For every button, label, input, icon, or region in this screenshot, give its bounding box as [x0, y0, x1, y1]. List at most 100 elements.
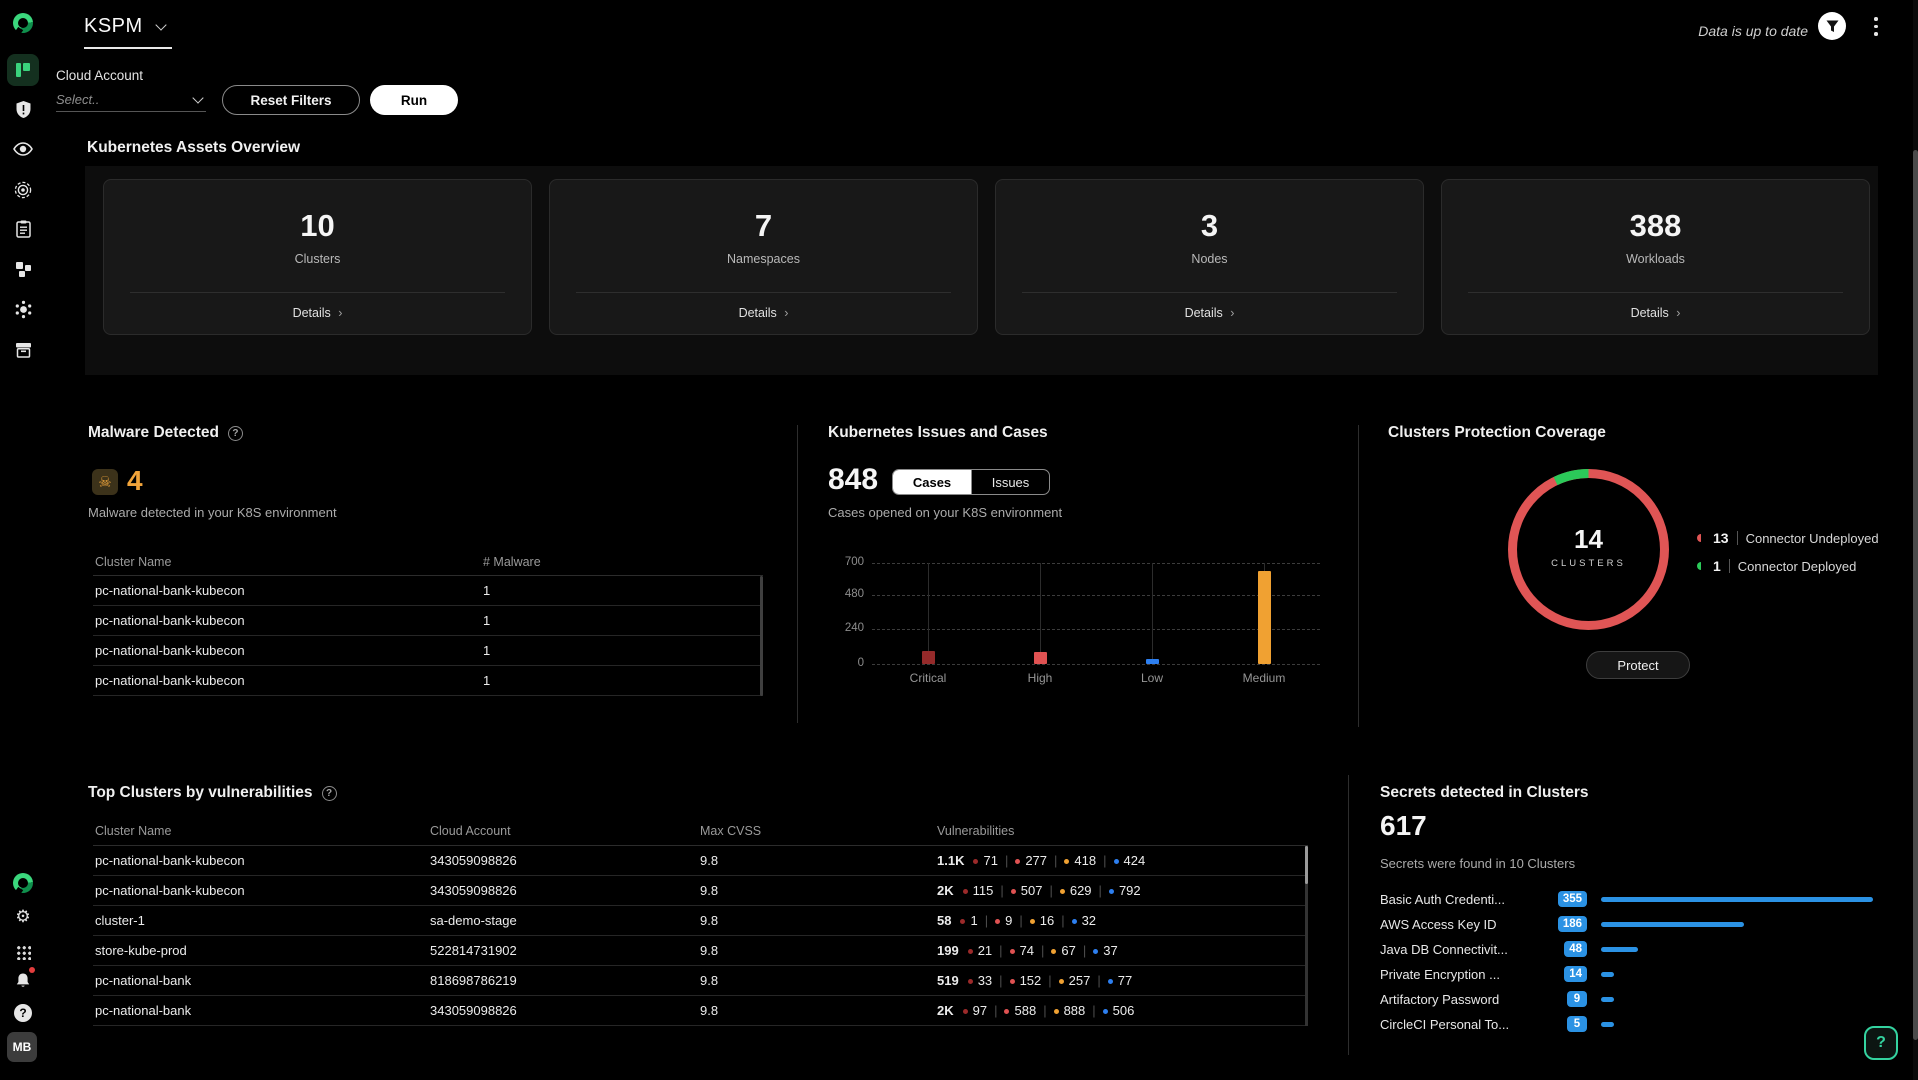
- secret-badge-box: 5: [1535, 1016, 1587, 1032]
- cell-malware-count: 1: [483, 613, 491, 628]
- cell-cloud-account: 522814731902: [430, 943, 517, 958]
- sidebar-brand-bottom[interactable]: [12, 872, 34, 894]
- severity-separator: |: [1098, 883, 1102, 898]
- sidebar-item-visibility[interactable]: [12, 138, 34, 160]
- cell-cluster-name: pc-national-bank-kubecon: [95, 643, 245, 658]
- malware-table-row[interactable]: pc-national-bank-kubecon 1: [93, 666, 763, 696]
- sidebar-help[interactable]: ?: [12, 1002, 34, 1024]
- cell-cluster-name: store-kube-prod: [95, 943, 187, 958]
- secret-bar: [1601, 1021, 1614, 1027]
- severity-count-low: 77: [1117, 973, 1133, 988]
- clusters-table-row[interactable]: cluster-1 sa-demo-stage 9.8 58 1 | 9 | 16 | 32: [93, 906, 1308, 936]
- severity-separator: |: [1019, 913, 1023, 928]
- sidebar-item-target[interactable]: [12, 179, 34, 201]
- asset-card-namespaces: 7 Namespaces Details ›: [549, 179, 978, 335]
- overflow-menu-button[interactable]: [1874, 17, 1878, 37]
- sidebar-item-report[interactable]: [12, 218, 34, 240]
- cloud-account-select[interactable]: Select..: [56, 88, 206, 112]
- severity-dot-high: [1015, 858, 1021, 864]
- details-link[interactable]: Details ›: [1184, 306, 1235, 320]
- severity-separator: |: [1043, 1003, 1047, 1018]
- severity-count-critical: 97: [972, 1003, 988, 1018]
- cell-cluster-name: pc-national-bank-kubecon: [95, 583, 245, 598]
- global-filter-button[interactable]: [1818, 12, 1846, 40]
- sidebar-settings[interactable]: ⚙: [12, 905, 34, 927]
- secret-count-badge: 355: [1557, 891, 1587, 907]
- details-link[interactable]: Details ›: [1630, 306, 1681, 320]
- top-clusters-table: Cluster Name Cloud Account Max CVSS Vuln…: [93, 818, 1308, 1026]
- secret-item[interactable]: AWS Access Key ID 186: [1380, 913, 1878, 935]
- cell-vulnerabilities: 519 33 | 152 | 257 | 77: [937, 973, 1132, 988]
- page-scrollbar-thumb[interactable]: [1913, 150, 1918, 1040]
- secret-item[interactable]: Basic Auth Credenti... 355: [1380, 888, 1878, 910]
- donut-center-label: CLUSTERS: [1551, 558, 1626, 569]
- severity-separator: |: [1000, 883, 1004, 898]
- help-fab-button[interactable]: ?: [1864, 1026, 1898, 1060]
- clusters-table-row[interactable]: pc-national-bank 343059098826 9.8 2K 97 | 588 |…: [93, 996, 1308, 1026]
- sidebar-item-clusters[interactable]: [12, 298, 34, 320]
- severity-separator: |: [1097, 973, 1101, 988]
- notification-dot: [29, 967, 35, 973]
- help-circle-icon[interactable]: ?: [227, 426, 243, 441]
- vuln-total: 2K: [937, 1003, 954, 1018]
- cases-issues-toggle: Cases Issues: [892, 469, 1050, 495]
- secret-count-badge: 186: [1557, 916, 1587, 932]
- malware-table-row[interactable]: pc-national-bank-kubecon 1: [93, 606, 763, 636]
- help-circle-icon[interactable]: ?: [321, 786, 337, 801]
- severity-count-medium: 888: [1063, 1003, 1086, 1018]
- protect-button[interactable]: Protect: [1586, 651, 1690, 679]
- malware-count: 4: [127, 465, 143, 496]
- secret-item[interactable]: Artifactory Password 9: [1380, 988, 1878, 1010]
- run-button[interactable]: Run: [370, 85, 458, 115]
- sidebar-item-assets[interactable]: [12, 258, 34, 280]
- data-status: Data is up to date: [1698, 23, 1808, 39]
- clusters-table-row[interactable]: pc-national-bank-kubecon 343059098826 9.8 1…: [93, 846, 1308, 876]
- severity-count-critical: 115: [972, 883, 994, 898]
- secret-count-badge: 5: [1567, 1016, 1587, 1032]
- card-divider: [576, 292, 951, 293]
- malware-table-row[interactable]: pc-national-bank-kubecon 1: [93, 576, 763, 606]
- secret-label: Private Encryption ...: [1380, 966, 1500, 982]
- secret-item[interactable]: Private Encryption ... 14: [1380, 963, 1878, 985]
- severity-separator: |: [1061, 913, 1065, 928]
- malware-title: Malware Detected?: [88, 424, 243, 442]
- tab-issues[interactable]: Issues: [971, 470, 1049, 494]
- vuln-total: 58: [937, 913, 952, 928]
- avatar[interactable]: MB: [7, 1032, 37, 1062]
- chart-xtick-label: High: [1027, 671, 1053, 685]
- reset-filters-button[interactable]: Reset Filters: [222, 85, 360, 115]
- cell-cluster-name: pc-national-bank-kubecon: [95, 883, 245, 898]
- blocks-icon: [15, 261, 31, 277]
- severity-dot-critical: [967, 978, 973, 984]
- apps-grid-icon: [15, 944, 31, 960]
- table-scrollbar[interactable]: [760, 576, 763, 696]
- severity-dot-high: [1010, 888, 1016, 894]
- gear-icon: ⚙: [15, 906, 31, 926]
- sidebar-item-shield-alert[interactable]: [12, 98, 34, 120]
- sidebar-apps[interactable]: [12, 941, 34, 963]
- asset-card-value: 3: [1200, 208, 1219, 243]
- secret-label: Java DB Connectivit...: [1380, 941, 1508, 957]
- table-scrollbar-thumb[interactable]: [1305, 846, 1308, 884]
- tab-cases[interactable]: Cases: [893, 470, 971, 494]
- clusters-table-row[interactable]: pc-national-bank 818698786219 9.8 519 33 | 152…: [93, 966, 1308, 996]
- clusters-table-row[interactable]: store-kube-prod 522814731902 9.8 199 21 | 74 | 6…: [93, 936, 1308, 966]
- clusters-table-row[interactable]: pc-national-bank-kubecon 343059098826 9.8 2…: [93, 876, 1308, 906]
- secret-item[interactable]: CircleCI Personal To... 5: [1380, 1013, 1878, 1035]
- sidebar-item-inventory[interactable]: [12, 339, 34, 361]
- details-link[interactable]: Details ›: [738, 306, 789, 320]
- secret-item[interactable]: Java DB Connectivit... 48: [1380, 938, 1878, 960]
- severity-dot-medium: [1029, 918, 1035, 924]
- severity-separator: |: [1103, 853, 1107, 868]
- malware-table-row[interactable]: pc-national-bank-kubecon 1: [93, 636, 763, 666]
- cell-vulnerabilities: 199 21 | 74 | 67 | 37: [937, 943, 1118, 958]
- severity-count-critical: 21: [977, 943, 993, 958]
- sidebar-item-dashboard[interactable]: [7, 54, 39, 86]
- card-divider: [130, 292, 505, 293]
- app-switcher[interactable]: KSPM: [84, 15, 167, 38]
- secrets-total: 617: [1380, 810, 1427, 841]
- cell-cloud-account: sa-demo-stage: [430, 913, 517, 928]
- details-link[interactable]: Details ›: [292, 306, 343, 320]
- sidebar-notifications[interactable]: [12, 967, 35, 991]
- cell-cluster-name: pc-national-bank-kubecon: [95, 613, 245, 628]
